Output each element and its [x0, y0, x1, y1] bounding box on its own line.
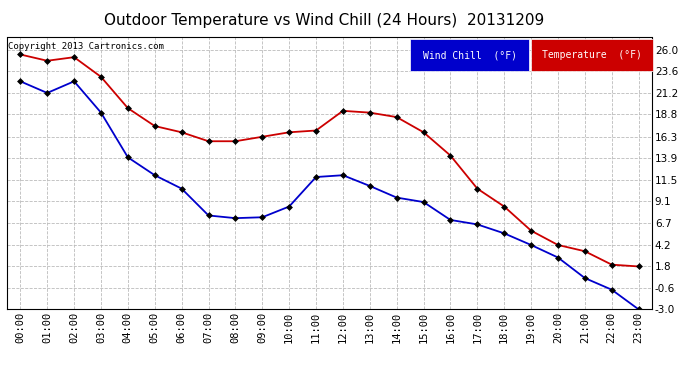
Text: Outdoor Temperature vs Wind Chill (24 Hours)  20131209: Outdoor Temperature vs Wind Chill (24 Ho…: [104, 13, 544, 28]
Text: Copyright 2013 Cartronics.com: Copyright 2013 Cartronics.com: [8, 42, 164, 51]
FancyBboxPatch shape: [531, 39, 653, 72]
Text: Wind Chill  (°F): Wind Chill (°F): [423, 50, 517, 60]
Text: Temperature  (°F): Temperature (°F): [542, 50, 642, 60]
FancyBboxPatch shape: [410, 39, 529, 72]
